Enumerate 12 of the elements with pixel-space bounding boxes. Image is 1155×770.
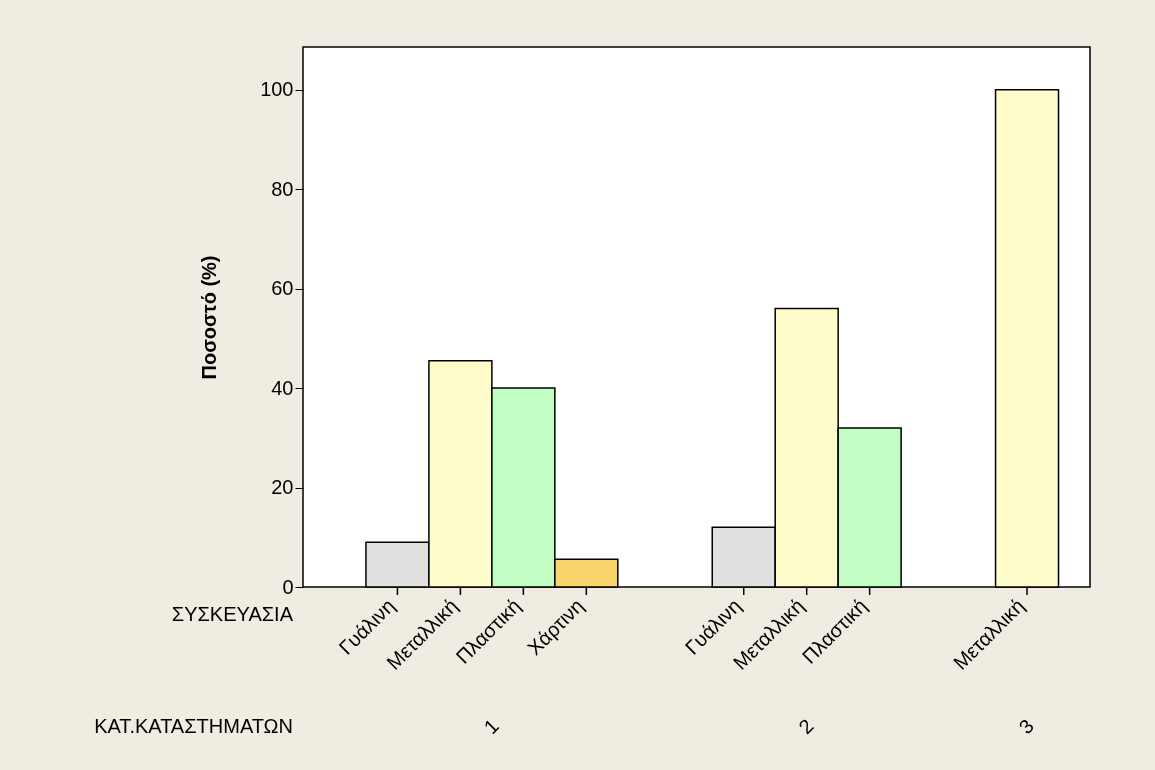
legend-title: ΣΥΣΚΕΥΑΣΙΑ xyxy=(171,603,294,625)
y-tick-label: 40 xyxy=(271,376,294,399)
y-tick-label: 0 xyxy=(282,575,294,598)
y-tick-label: 60 xyxy=(271,277,294,300)
x-tick-label: 2 xyxy=(794,714,818,738)
x-tick-label: 3 xyxy=(1014,714,1039,738)
y-tick-label: 100 xyxy=(260,78,294,101)
x-axis-title: ΚΑΤ.ΚΑΤΑΣΤΗΜΑΤΩΝ xyxy=(94,715,293,737)
y-tick-label: 80 xyxy=(271,177,294,200)
y-tick-label: 20 xyxy=(271,476,294,499)
y-axis-title: Ποσοστό (%) xyxy=(198,255,221,380)
x-tick-label: 1 xyxy=(479,714,503,738)
